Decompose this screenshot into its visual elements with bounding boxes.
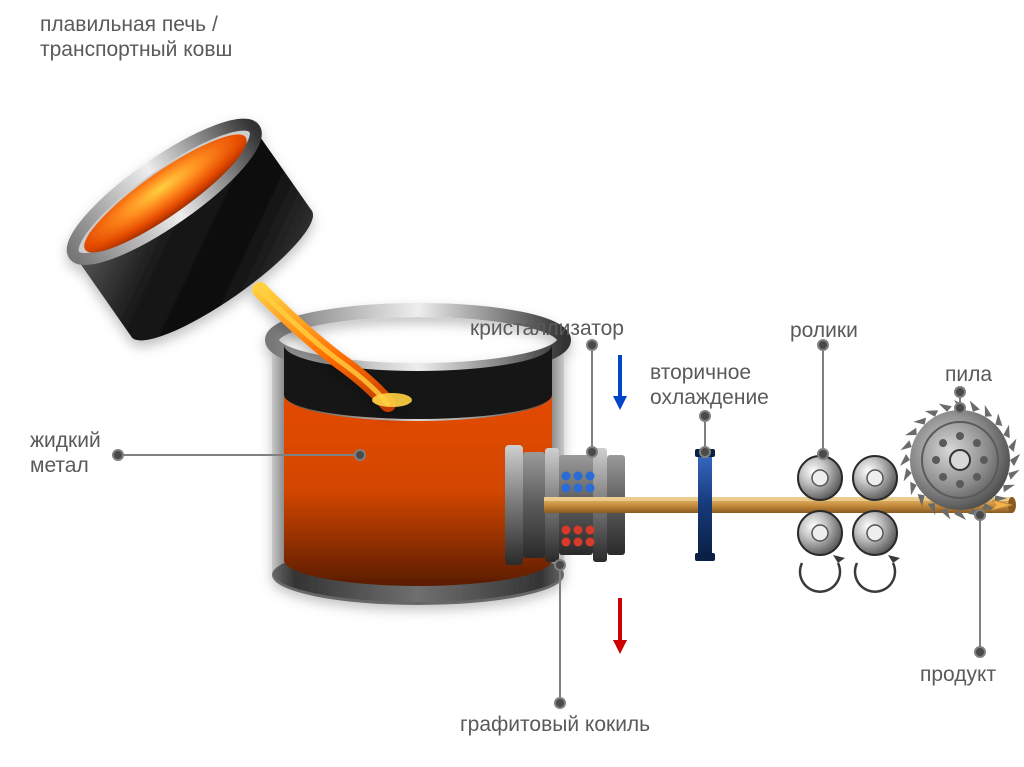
label-furnace: плавильная печь / транспортный ковш	[40, 12, 232, 62]
label-graphite-mold: графитовый кокиль	[460, 712, 650, 737]
diagram-svg	[0, 0, 1024, 767]
label-liquid-metal: жидкий метал	[30, 428, 101, 478]
label-product: продукт	[920, 662, 996, 687]
red-arrow-icon	[613, 598, 627, 654]
label-crystallizer: кристаллизатор	[470, 316, 624, 341]
diagram-canvas: плавильная печь / транспортный ковш жидк…	[0, 0, 1024, 767]
rollers-group	[798, 456, 900, 592]
label-rollers: ролики	[790, 318, 858, 343]
label-secondary-cooling: вторичное охлаждение	[650, 360, 769, 410]
secondary-cooling-plate	[695, 449, 715, 561]
blue-arrow-icon	[613, 355, 627, 410]
label-saw: пила	[945, 362, 992, 387]
